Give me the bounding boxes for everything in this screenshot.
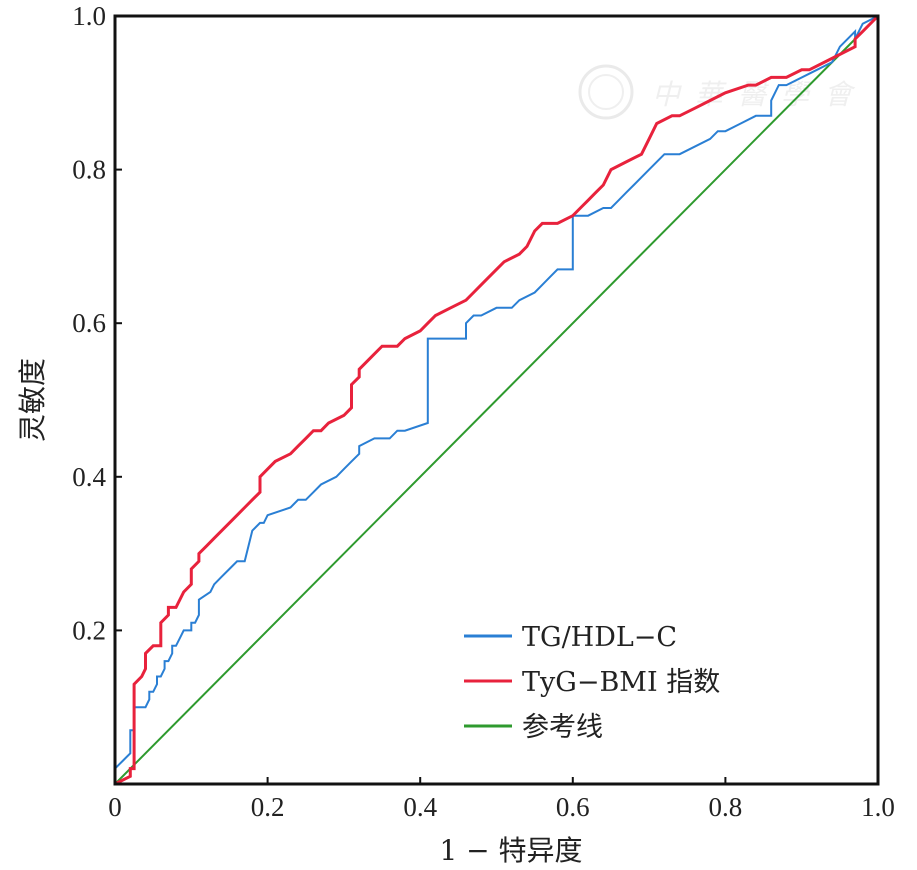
series-line-0 — [114, 15, 879, 770]
plot-frame — [113, 14, 880, 786]
y-tick-label: 1.0 — [72, 1, 106, 31]
legend-label: 参考线 — [522, 712, 603, 743]
y-tick-label: 0.2 — [72, 615, 106, 645]
watermark-seal-icon — [578, 64, 634, 120]
legend-label: TG/HDL−C — [522, 622, 677, 653]
x-axis-label: 1 − 特异度 — [439, 834, 582, 867]
legend-label: TyG−BMI 指数 — [522, 667, 720, 698]
x-tick-label: 0.8 — [709, 792, 743, 822]
series-line-1 — [114, 14, 880, 786]
x-tick-label: 0 — [108, 792, 122, 822]
x-tick-label: 0.6 — [556, 792, 590, 822]
y-tick-label: 0.8 — [72, 155, 106, 185]
y-tick-label: 0.4 — [72, 462, 106, 492]
x-tick-label: 0.2 — [251, 792, 285, 822]
x-axis: 0 0.2 0.4 0.6 0.8 1.0 — [108, 777, 895, 822]
y-tick-label: 0.6 — [72, 308, 106, 338]
watermark-text: 中華醫學會 — [652, 78, 856, 111]
series-line-2 — [114, 15, 879, 785]
x-tick-label: 0.4 — [403, 792, 437, 822]
y-axis-label: 灵敏度 — [16, 358, 49, 442]
x-tick-label: 1.0 — [861, 792, 895, 822]
watermark: 中華醫學會 — [578, 64, 856, 120]
plot-area — [114, 14, 880, 786]
y-axis: 0.2 0.4 0.6 0.8 1.0 — [72, 1, 122, 645]
